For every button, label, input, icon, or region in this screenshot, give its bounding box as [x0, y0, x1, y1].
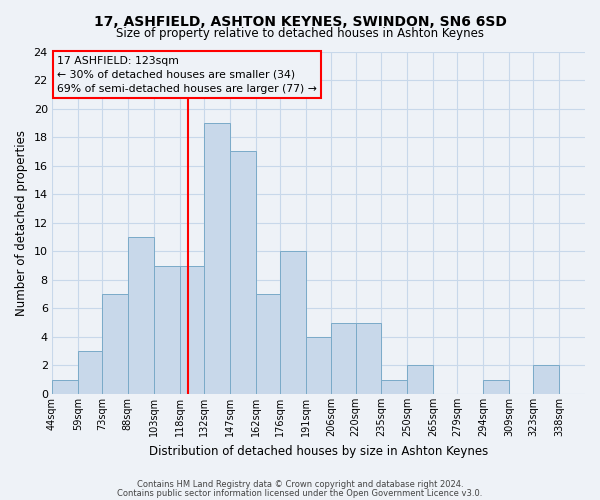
- Bar: [407, 366, 433, 394]
- X-axis label: Distribution of detached houses by size in Ashton Keynes: Distribution of detached houses by size …: [149, 444, 488, 458]
- Y-axis label: Number of detached properties: Number of detached properties: [15, 130, 28, 316]
- Bar: [483, 380, 509, 394]
- Bar: [230, 152, 256, 394]
- Bar: [280, 252, 305, 394]
- Bar: [305, 337, 331, 394]
- Bar: [382, 380, 407, 394]
- Bar: [154, 266, 179, 394]
- Bar: [128, 237, 154, 394]
- Bar: [204, 123, 230, 394]
- Bar: [179, 266, 204, 394]
- Text: 17 ASHFIELD: 123sqm
← 30% of detached houses are smaller (34)
69% of semi-detach: 17 ASHFIELD: 123sqm ← 30% of detached ho…: [57, 56, 317, 94]
- Bar: [78, 351, 102, 394]
- Bar: [102, 294, 128, 394]
- Bar: [52, 380, 78, 394]
- Text: Contains public sector information licensed under the Open Government Licence v3: Contains public sector information licen…: [118, 488, 482, 498]
- Text: 17, ASHFIELD, ASHTON KEYNES, SWINDON, SN6 6SD: 17, ASHFIELD, ASHTON KEYNES, SWINDON, SN…: [94, 15, 506, 29]
- Bar: [256, 294, 280, 394]
- Bar: [356, 322, 382, 394]
- Bar: [331, 322, 356, 394]
- Text: Size of property relative to detached houses in Ashton Keynes: Size of property relative to detached ho…: [116, 28, 484, 40]
- Bar: [533, 366, 559, 394]
- Text: Contains HM Land Registry data © Crown copyright and database right 2024.: Contains HM Land Registry data © Crown c…: [137, 480, 463, 489]
